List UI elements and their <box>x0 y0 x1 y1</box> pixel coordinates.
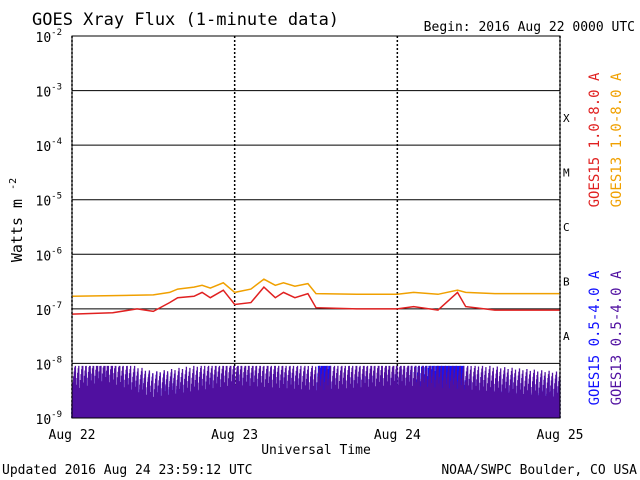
flare-class-label: B <box>563 276 570 289</box>
plot-background <box>72 36 560 418</box>
legend-entry: GOES13 1.0-8.0 A <box>609 72 625 207</box>
flare-class-label: M <box>563 166 570 179</box>
legend: GOES15 1.0-8.0 A GOES13 1.0-8.0 A GOES15 0… <box>587 72 625 405</box>
credit-label: NOAA/SWPC Boulder, CO USA <box>441 463 637 478</box>
legend-entry: GOES13 0.5-4.0 A <box>609 270 625 405</box>
flare-class-label: C <box>563 221 570 234</box>
plot-area <box>72 36 560 418</box>
x-axis-label: Universal Time <box>261 443 371 458</box>
y-tick-label: 10-3 <box>36 83 63 101</box>
flare-class-label: A <box>563 330 570 343</box>
y-tick-label: 10-6 <box>36 246 63 264</box>
y-tick-label: 10-7 <box>36 301 63 319</box>
begin-label: Begin: 2016 Aug 22 0000 UTC <box>424 20 635 35</box>
y-tick-label: 10-4 <box>36 137 63 155</box>
y-axis-label-exponent: -2 <box>8 178 19 190</box>
y-tick-label: 10-8 <box>36 355 63 373</box>
x-axis: Aug 22 Aug 23 Aug 24 Aug 25 <box>49 428 584 443</box>
y-axis: 10-9 10-8 10-7 10-6 10-5 10-4 10-3 10-2 <box>36 28 63 428</box>
y-tick-label: 10-9 <box>36 410 63 428</box>
y-tick-label: 10-2 <box>36 28 63 46</box>
legend-entry: GOES15 0.5-4.0 A <box>587 270 603 405</box>
grid <box>71 35 561 419</box>
y-tick-label: 10-5 <box>36 192 63 210</box>
y-axis-label: Watts m -2 <box>8 178 26 262</box>
x-tick-label: Aug 23 <box>211 428 258 443</box>
flare-class-label: X <box>563 112 570 125</box>
legend-entry: GOES15 1.0-8.0 A <box>587 72 603 207</box>
frame-border <box>71 35 561 419</box>
x-tick-label: Aug 25 <box>537 428 584 443</box>
y-axis-label-text: Watts m <box>8 199 26 262</box>
series-line <box>71 278 560 298</box>
plot-frame <box>71 35 561 419</box>
x-tick-label: Aug 22 <box>49 428 96 443</box>
x-tick-label: Aug 24 <box>374 428 421 443</box>
updated-timestamp: Updated 2016 Aug 24 23:59:12 UTC <box>2 463 252 478</box>
series-line <box>71 286 560 315</box>
chart-title: GOES Xray Flux (1-minute data) <box>32 10 339 30</box>
flare-class-labels: A B C M X <box>563 112 570 343</box>
